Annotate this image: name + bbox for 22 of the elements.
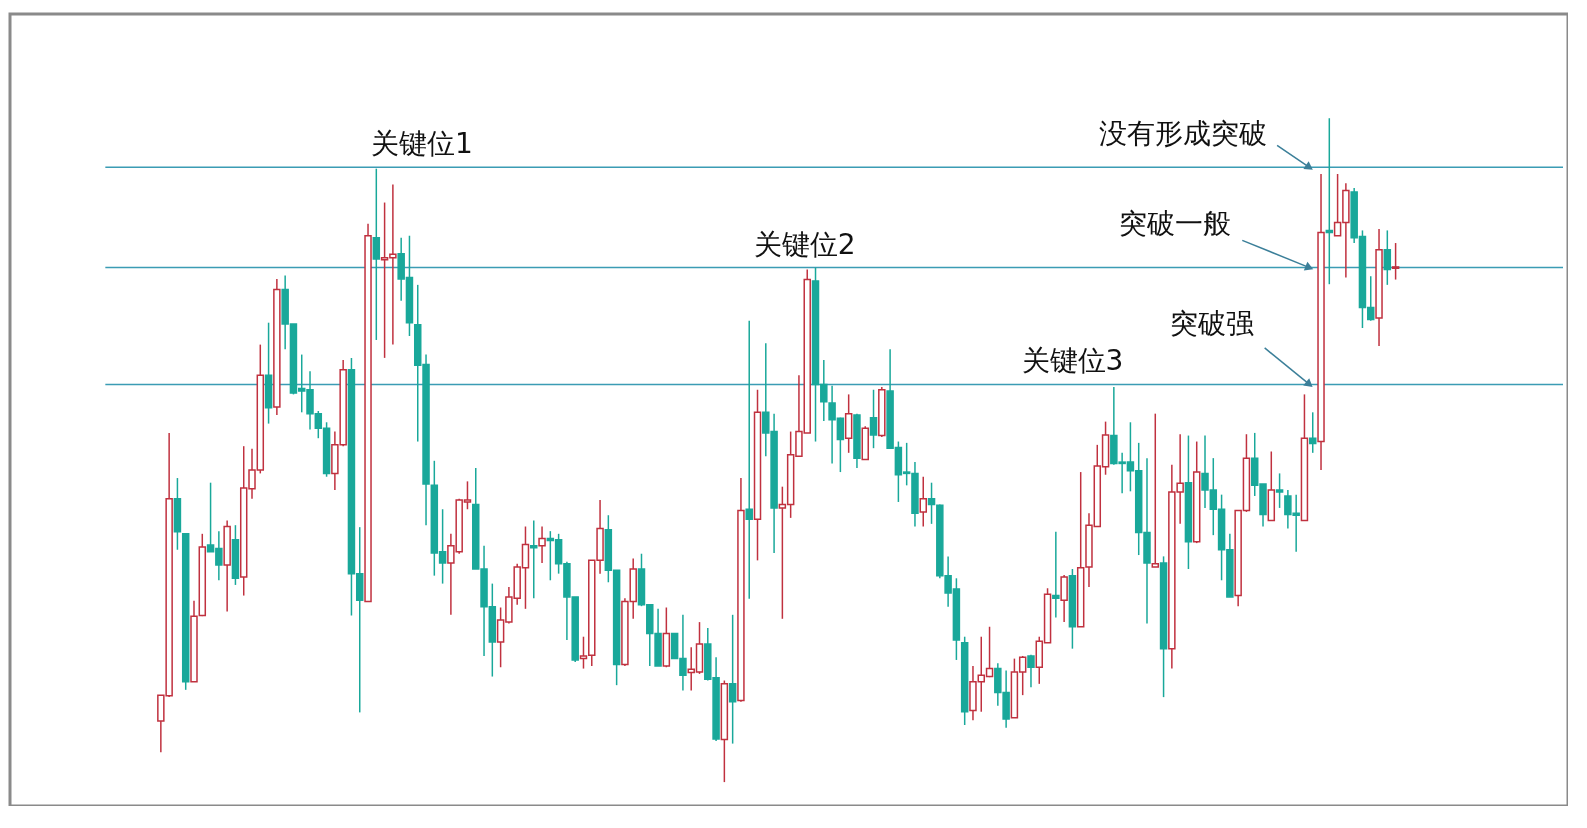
candlestick [927,481,936,525]
ref-line-label: 关键位1 [370,127,473,161]
candlestick [1383,229,1392,286]
candlestick [869,389,878,449]
candlestick [1391,242,1400,281]
candlestick [1308,411,1317,454]
candlestick [372,167,381,341]
candlestick [919,475,927,528]
ref-line-label: 关键位2 [753,227,856,261]
candlestick [745,319,753,600]
annotation: 没有形成突破 [1098,117,1267,151]
candlestick [1060,574,1068,623]
candlestick [1052,531,1060,619]
annotation: 突破强 [1170,307,1255,341]
candlestick [1027,653,1035,688]
candlestick [538,525,546,564]
candlestick [530,519,538,599]
candlestick [728,614,737,745]
ref-line-label: 关键位3 [1021,344,1124,378]
annotation: 突破一般 [1119,207,1232,241]
candlestick [1275,472,1284,509]
candlestick [1151,412,1160,568]
